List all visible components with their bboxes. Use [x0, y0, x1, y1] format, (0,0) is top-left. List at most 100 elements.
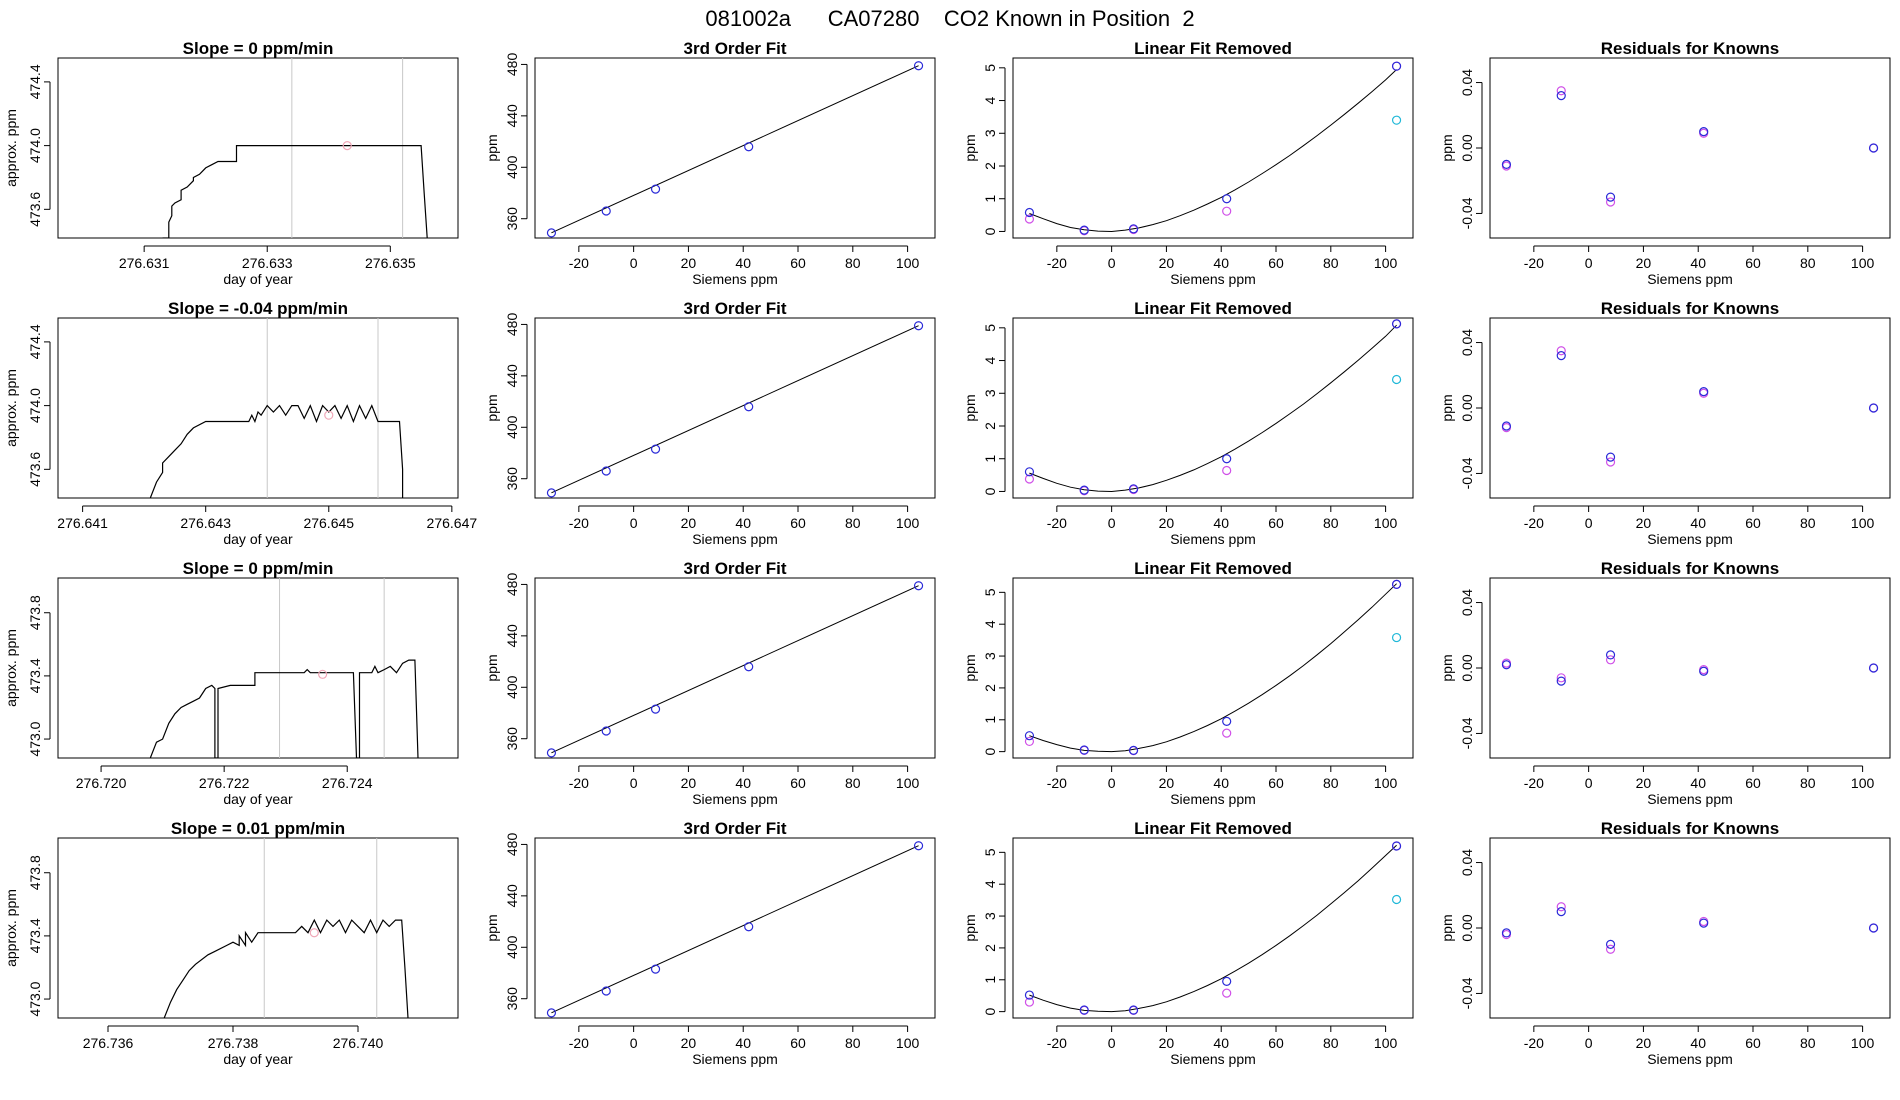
known-point-magenta: [1556, 86, 1566, 96]
y-tick-label: 0.04: [1459, 589, 1475, 616]
known-point: [546, 228, 557, 238]
y-tick-label: 440: [504, 624, 520, 648]
data-layer: [546, 841, 924, 1018]
x-tick-label: 40: [1213, 1035, 1229, 1051]
x-tick-label: 80: [845, 1035, 861, 1051]
x-axis-label: Siemens ppm: [1170, 271, 1256, 287]
x-tick-label: 60: [1745, 515, 1761, 531]
known-point-blue: [1699, 127, 1709, 137]
known-point-magenta: [1222, 206, 1232, 216]
y-tick-label: 0.00: [1459, 654, 1475, 681]
plot-frame: [1012, 57, 1414, 239]
known-point-blue: [1556, 676, 1566, 686]
data-layer: [1024, 319, 1402, 496]
y-axis-label: ppm: [1439, 914, 1455, 941]
unknown-point: [1391, 632, 1402, 643]
x-tick-label: 20: [1636, 775, 1652, 791]
x-tick-label: 276.720: [76, 775, 127, 791]
data-layer: [163, 838, 409, 1018]
y-tick-label: 1: [982, 195, 998, 203]
y-tick-label: 440: [504, 884, 520, 908]
x-tick-label: 0: [1585, 515, 1593, 531]
fit-curve: [1029, 324, 1397, 493]
known-point-magenta: [1556, 902, 1566, 912]
known-point-blue: [1222, 976, 1232, 986]
plot-frame: [1489, 317, 1891, 499]
known-point-magenta: [1222, 465, 1232, 476]
data-layer: [546, 61, 924, 238]
y-tick-label: 400: [504, 675, 520, 699]
y-axis-label: ppm: [962, 654, 978, 681]
x-tick-label: 80: [1323, 775, 1339, 791]
plot-frame: [534, 577, 936, 759]
x-axis-label: day of year: [223, 1051, 293, 1067]
known-point-magenta: [1024, 736, 1035, 747]
panel-title: Linear Fit Removed: [1134, 559, 1292, 578]
known-point-blue: [1079, 485, 1089, 495]
plot-frame: [57, 577, 459, 759]
known-point: [744, 402, 754, 412]
x-tick-label: 20: [681, 255, 697, 271]
x-tick-label: -20: [1047, 775, 1067, 791]
panel-r2c3: Linear Fit Removed-20 0 20 40 60 80 100Siemens…: [962, 299, 1414, 547]
y-tick-label: 4: [982, 620, 998, 628]
known-point: [744, 662, 754, 672]
x-tick-label: -20: [569, 775, 589, 791]
x-tick-label: 20: [1636, 515, 1652, 531]
known-point-blue: [1391, 61, 1402, 71]
y-axis-label: approx. ppm: [3, 109, 19, 187]
y-tick-label: -0.04: [1459, 717, 1475, 749]
x-tick-label: 80: [1800, 255, 1816, 271]
known-point-magenta: [1024, 474, 1035, 484]
y-axis-label: ppm: [484, 394, 500, 421]
known-point: [601, 986, 611, 996]
x-tick-label: 0: [1585, 775, 1593, 791]
panel-r2c1: Slope = -0.04 ppm/min 276.641 276.643 276.6…: [3, 299, 477, 547]
known-point-blue: [1222, 194, 1232, 204]
y-tick-label: 2: [982, 944, 998, 952]
x-tick-label: 40: [1213, 775, 1229, 791]
y-tick-label: 474.4: [27, 64, 43, 99]
known-point-blue: [1556, 91, 1566, 101]
panel-r3c4: Residuals for Knowns -20 0 20 40 60 80 100 Sieme…: [1439, 559, 1891, 807]
known-point-magenta: [1024, 214, 1035, 224]
panel-r3c3: Linear Fit Removed-20 0 20 40 60 80 100Siemens…: [962, 559, 1414, 807]
known-point: [913, 581, 924, 591]
plot-frame: [534, 317, 936, 499]
known-point-blue: [1222, 716, 1232, 726]
y-tick-label: 2: [982, 162, 998, 170]
y-tick-label: 473.4: [27, 658, 43, 693]
x-tick-label: 20: [1636, 1035, 1652, 1051]
trace-line: [149, 404, 404, 498]
x-tick-label: 0: [630, 775, 638, 791]
x-axis-label: Siemens ppm: [1647, 1051, 1733, 1067]
known-point-blue: [1556, 907, 1566, 917]
x-tick-label: 40: [1690, 775, 1706, 791]
trace-line: [149, 659, 419, 758]
x-tick-label: 0: [1108, 775, 1116, 791]
known-point-blue: [1501, 421, 1512, 431]
fit-line: [551, 325, 919, 494]
x-tick-label: 276.740: [333, 1035, 384, 1051]
known-point-blue: [1024, 207, 1035, 218]
x-tick-label: 276.635: [365, 255, 416, 271]
y-tick-label: 473.6: [27, 452, 43, 487]
x-tick-label: 100: [896, 1035, 920, 1051]
y-tick-label: 480: [504, 313, 520, 337]
data-layer: [1501, 346, 1879, 467]
data-layer: [1501, 650, 1879, 686]
x-tick-label: 60: [1745, 775, 1761, 791]
x-axis-label: Siemens ppm: [1647, 531, 1733, 547]
known-point: [650, 444, 661, 454]
panel-r2c4: Residuals for Knowns -20 0 20 40 60 80 100 Sieme…: [1439, 299, 1891, 547]
x-tick-label: -20: [1047, 1035, 1067, 1051]
known-point-blue: [1079, 745, 1089, 755]
known-point: [546, 488, 557, 498]
y-tick-label: 400: [504, 935, 520, 959]
panel-title: Slope = 0 ppm/min: [183, 39, 334, 58]
x-tick-label: 0: [630, 515, 638, 531]
known-point: [650, 704, 661, 714]
plot-frame: [57, 57, 459, 239]
x-axis-label: Siemens ppm: [1170, 531, 1256, 547]
